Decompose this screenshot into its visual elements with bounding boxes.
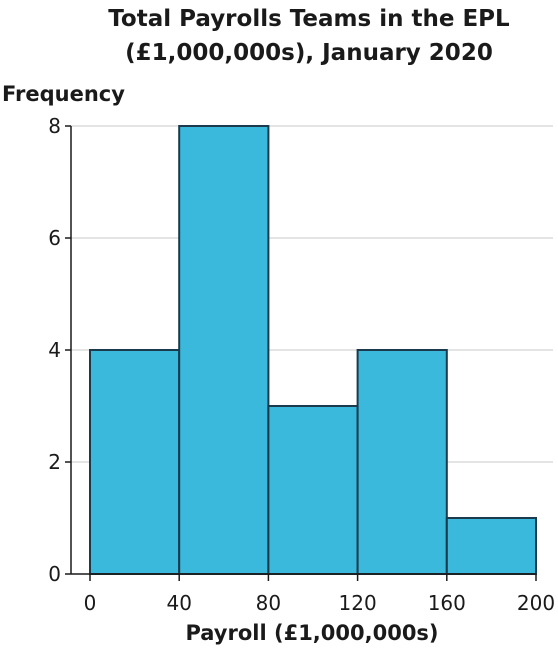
y-tick-label: 6 — [48, 226, 61, 250]
y-tick-label: 8 — [48, 114, 61, 138]
bar — [356, 349, 448, 575]
y-tick-label: 0 — [48, 562, 61, 586]
y-axis-label: Frequency — [2, 82, 125, 106]
x-tick-labels: 0 40 80 120 160 200 — [84, 574, 555, 615]
bar — [89, 349, 181, 575]
bar — [445, 517, 537, 575]
x-tick-label: 200 — [517, 591, 555, 615]
y-tick-labels: 0 2 4 6 8 — [48, 114, 71, 586]
x-tick-label: 80 — [256, 591, 281, 615]
x-tick-label: 40 — [166, 591, 191, 615]
chart-title-line-1: Total Payrolls Teams in the EPL — [108, 6, 510, 32]
x-tick-label: 0 — [84, 591, 97, 615]
bar — [178, 125, 270, 575]
x-tick-label: 160 — [428, 591, 466, 615]
y-tick-label: 4 — [48, 338, 61, 362]
chart-title: Total Payrolls Teams in the EPL (£1,000,… — [0, 2, 558, 70]
bar — [267, 405, 359, 575]
y-tick-label: 2 — [48, 450, 61, 474]
x-tick-label: 120 — [339, 591, 377, 615]
x-axis-label: Payroll (£1,000,000s) — [185, 621, 438, 645]
chart-title-line-2: (£1,000,000s), January 2020 — [125, 40, 493, 66]
